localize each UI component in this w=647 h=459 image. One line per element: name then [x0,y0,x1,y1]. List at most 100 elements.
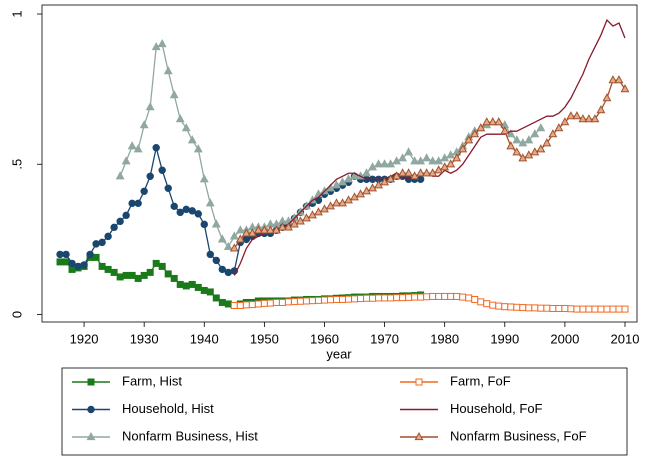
series [229,75,630,252]
marker [417,293,425,301]
marker [176,280,184,288]
marker [139,120,149,129]
marker [260,299,268,307]
marker [229,243,239,252]
marker [133,144,143,153]
marker [465,294,473,302]
marker [363,294,371,302]
marker [386,174,396,183]
marker [434,156,444,165]
y-tick-label: .5 [9,159,24,170]
marker [531,304,539,312]
marker [295,216,305,225]
marker [362,186,371,195]
marker [104,232,112,241]
marker [393,294,401,302]
marker [62,250,70,259]
marker [151,42,161,51]
marker [440,153,450,162]
marker [338,177,347,186]
marker [56,250,64,259]
marker [266,299,274,307]
marker [585,305,593,313]
marker [188,280,196,288]
marker [615,305,623,313]
marker [512,135,522,144]
marker [542,138,552,147]
marker [464,135,474,144]
x-tick-label: 1950 [250,331,279,346]
marker [253,225,263,234]
marker [416,168,426,177]
marker [471,295,479,303]
marker [398,168,408,177]
marker [224,300,232,308]
x-tick-label: 1960 [310,331,339,346]
marker [414,431,424,441]
marker [302,213,311,222]
marker [248,301,256,309]
marker [345,295,353,303]
marker [404,147,414,156]
marker [518,153,528,162]
x-tick-label: 1940 [190,331,219,346]
marker [441,292,449,300]
x-tick-label: 2010 [611,331,640,346]
marker [338,198,347,207]
marker [87,405,95,414]
marker [572,111,582,120]
marker [314,296,322,304]
x-tick-label: 1920 [70,331,99,346]
marker [235,225,245,234]
marker [344,174,353,183]
marker [344,195,353,204]
marker [116,273,124,281]
marker [320,204,329,213]
marker [477,298,485,306]
marker [332,295,340,303]
marker [200,286,208,294]
marker [271,225,281,234]
marker [176,208,184,217]
marker [476,123,486,132]
marker [211,219,221,228]
marker [392,156,402,165]
marker [128,199,136,208]
marker [115,171,125,180]
y-tick-label: 0 [9,311,24,318]
marker [507,303,515,311]
marker [128,271,136,279]
marker [283,222,293,231]
marker [536,123,546,132]
marker [277,222,287,231]
marker [608,75,618,84]
marker [242,301,250,309]
marker [163,66,173,75]
marker [428,156,438,165]
marker [332,180,341,189]
marker [494,117,504,126]
marker [116,217,124,226]
marker [326,201,335,210]
marker [597,305,605,313]
marker [218,298,226,306]
marker [374,159,384,168]
marker [357,295,365,303]
legend-item: Household, FoF [400,401,543,416]
marker [554,123,564,132]
legend-item: Household, Hist [72,401,214,416]
marker [500,126,510,135]
marker [199,174,209,183]
marker [98,262,106,270]
marker [194,283,202,291]
marker [206,250,214,259]
marker [92,240,100,248]
marker [205,198,215,207]
marker [164,270,172,278]
marker [122,271,130,279]
marker [458,144,468,153]
marker [140,187,148,195]
marker [537,304,545,312]
marker [380,159,390,168]
